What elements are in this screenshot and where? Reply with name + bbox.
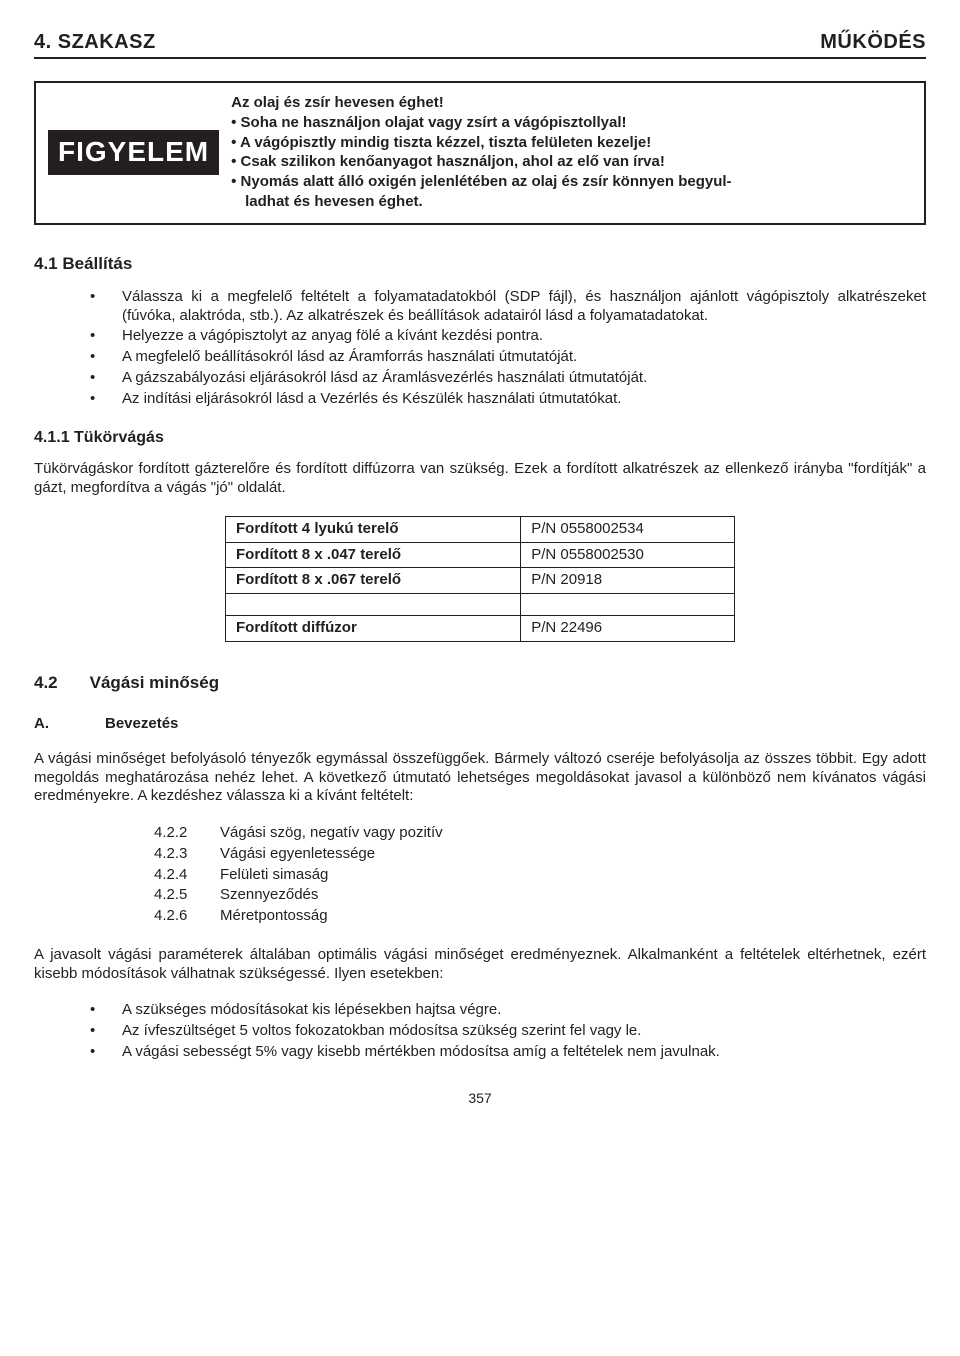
list-item: Az ívfeszültséget 5 voltos fokozatokban … [90,1022,926,1041]
warning-line: • Csak szilikon kenőanyagot használjon, … [231,153,910,172]
empty-cell [226,594,521,616]
list-num: 4.2.4 [154,866,196,885]
quality-paragraph-2: A javasolt vágási paraméterek általában … [34,946,926,984]
table-row-empty [226,594,735,616]
list-row: 4.2.6 Méretpontosság [154,907,926,926]
warning-line: • Soha ne használjon olajat vagy zsírt a… [231,114,910,133]
list-row: 4.2.2 Vágási szög, negatív vagy pozitív [154,824,926,843]
adjustment-list: A szükséges módosításokat kis lépésekben… [34,1001,926,1061]
subsection-title: Vágási minőség [90,672,219,693]
list-item: A szükséges módosításokat kis lépésekben… [90,1001,926,1020]
subsection-4-2-heading: 4.2 Vágási minőség [34,672,926,693]
list-item: A megfelelő beállításokról lásd az Áramf… [90,348,926,367]
table-row: Fordított 8 x .067 terelő P/N 20918 [226,568,735,594]
letter-a: A. [34,715,49,734]
numbered-list: 4.2.2 Vágási szög, negatív vagy pozitív 4… [154,824,926,926]
page-number: 357 [34,1090,926,1108]
subsection-number: 4.2 [34,672,58,693]
warning-line: ladhat és hevesen éghet. [231,193,910,212]
part-number: P/N 20918 [521,568,735,594]
intro-title: Bevezetés [105,715,178,734]
list-item: Válassza ki a megfelelő feltételt a foly… [90,288,926,326]
warning-line: • Nyomás alatt álló oxigén jelenlétében … [231,173,910,192]
list-num: 4.2.6 [154,907,196,926]
setup-list: Válassza ki a megfelelő feltételt a foly… [34,288,926,409]
warning-text: Az olaj és zsír hevesen éghet! • Soha ne… [231,83,924,223]
warning-line: • A vágópisztly mindig tiszta kézzel, ti… [231,134,910,153]
list-num: 4.2.2 [154,824,196,843]
list-text: Vágási szög, negatív vagy pozitív [220,824,443,843]
part-number: P/N 0558002534 [521,516,735,542]
section-title: MŰKÖDÉS [820,30,926,55]
list-text: Szennyeződés [220,886,318,905]
part-name: Fordított 8 x .047 terelő [226,542,521,568]
list-row: 4.2.4 Felületi simaság [154,866,926,885]
warning-box: FIGYELEM Az olaj és zsír hevesen éghet! … [34,81,926,225]
quality-paragraph-1: A vágási minőséget befolyásoló tényezők … [34,750,926,806]
part-number: P/N 0558002530 [521,542,735,568]
part-name: Fordított 8 x .067 terelő [226,568,521,594]
subsection-4-1-1-title: 4.1.1 Tükörvágás [34,428,926,448]
list-item: A gázszabályozási eljárásokról lásd az Á… [90,369,926,388]
intro-a-heading: A. Bevezetés [34,715,926,734]
list-item: Az indítási eljárásokról lásd a Vezérlés… [90,390,926,409]
section-number: 4. SZAKASZ [34,30,156,55]
list-item: A vágási sebességt 5% vagy kisebb mérték… [90,1043,926,1062]
mirror-cut-paragraph: Tükörvágáskor fordított gázterelőre és f… [34,460,926,498]
list-row: 4.2.5 Szennyeződés [154,886,926,905]
parts-table: Fordított 4 lyukú terelő P/N 0558002534 … [225,516,735,642]
table-row: Fordított 8 x .047 terelő P/N 0558002530 [226,542,735,568]
subsection-4-1-title: 4.1 Beállítás [34,253,926,274]
empty-cell [521,594,735,616]
table-row: Fordított diffúzor P/N 22496 [226,616,735,642]
warning-label: FIGYELEM [48,130,219,175]
part-name: Fordított diffúzor [226,616,521,642]
table-row: Fordított 4 lyukú terelő P/N 0558002534 [226,516,735,542]
list-text: Felületi simaság [220,866,328,885]
list-row: 4.2.3 Vágási egyenletessége [154,845,926,864]
list-num: 4.2.3 [154,845,196,864]
list-num: 4.2.5 [154,886,196,905]
part-number: P/N 22496 [521,616,735,642]
list-text: Vágási egyenletessége [220,845,375,864]
warning-line: Az olaj és zsír hevesen éghet! [231,94,910,113]
list-text: Méretpontosság [220,907,328,926]
part-name: Fordított 4 lyukú terelő [226,516,521,542]
warning-label-cell: FIGYELEM [36,83,231,223]
page-header: 4. SZAKASZ MŰKÖDÉS [34,30,926,59]
list-item: Helyezze a vágópisztolyt az anyag fölé a… [90,327,926,346]
